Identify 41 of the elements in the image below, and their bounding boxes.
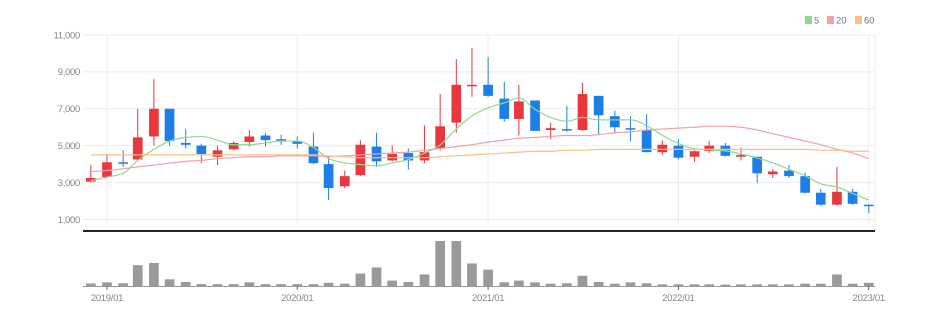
x-tick-label: 2021/01 — [472, 293, 504, 304]
x-tick-label: 2022/01 — [662, 293, 695, 304]
candlestick — [196, 143, 206, 164]
candlestick — [244, 130, 254, 148]
candlestick — [674, 138, 684, 160]
x-tick-label: 2020/01 — [281, 293, 314, 304]
candlestick — [816, 188, 826, 206]
candlestick — [642, 114, 652, 153]
candlestick — [594, 95, 604, 136]
candlestick — [546, 122, 556, 140]
candlestick — [180, 128, 191, 149]
y-tick-label: 7,000 — [58, 104, 80, 116]
candlestick — [800, 172, 810, 194]
y-tick-label: 1,000 — [58, 214, 80, 226]
candlestick — [260, 132, 270, 148]
legend-label: 5 — [814, 16, 820, 26]
candlestick — [276, 134, 286, 146]
candlestick — [132, 108, 143, 161]
candlestick — [768, 168, 778, 178]
candlestick — [467, 47, 477, 98]
candlestick — [514, 84, 524, 136]
candlestick — [118, 150, 128, 168]
candlestick — [562, 106, 572, 132]
candlestick — [832, 166, 842, 206]
candlestick — [848, 188, 858, 206]
candlestick — [340, 170, 350, 189]
candlestick — [752, 156, 762, 184]
x-tick-label: 2023/01 — [852, 293, 885, 304]
candlestick — [690, 150, 700, 163]
candlestick — [626, 116, 636, 142]
candlestick — [784, 164, 794, 178]
legend-label: 60 — [864, 16, 875, 26]
y-tick-label: 3,000 — [58, 178, 80, 189]
candlestick — [483, 56, 493, 98]
x-tick-label: 2019/01 — [90, 293, 124, 304]
candlestick — [324, 156, 334, 201]
legend-label: 20 — [836, 16, 847, 26]
y-tick-label: 11,000 — [53, 30, 80, 42]
candlestick — [499, 82, 510, 122]
y-tick-label: 5,000 — [58, 141, 80, 152]
y-tick-label: 9,000 — [58, 67, 80, 78]
